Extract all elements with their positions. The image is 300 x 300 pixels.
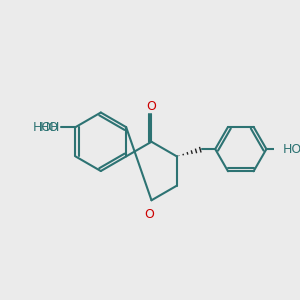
- Text: HO: HO: [283, 142, 300, 156]
- Text: HO: HO: [32, 121, 52, 134]
- Text: H: H: [50, 121, 59, 134]
- Text: HO: HO: [40, 121, 59, 134]
- Text: O: O: [145, 208, 154, 220]
- Text: O: O: [146, 100, 156, 112]
